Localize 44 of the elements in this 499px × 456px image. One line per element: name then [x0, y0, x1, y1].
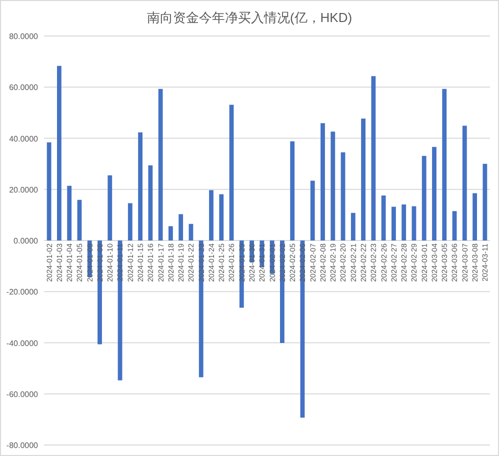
bar [138, 132, 142, 240]
bar [482, 164, 488, 240]
bar [158, 88, 163, 240]
bar [209, 190, 214, 240]
bar [320, 123, 325, 240]
bar [178, 214, 184, 240]
bar [77, 200, 82, 240]
bar [361, 118, 366, 240]
bar [412, 206, 416, 240]
bar [452, 211, 457, 240]
bar [290, 141, 295, 240]
bar [330, 132, 336, 240]
y-tick-label: 40.0000 [9, 134, 39, 144]
y-tick-label: 60.0000 [9, 83, 39, 92]
bar [472, 193, 477, 240]
y-tick-label: 80.0000 [9, 32, 39, 41]
bar [381, 196, 386, 240]
bar [310, 180, 315, 240]
bar [422, 156, 426, 240]
bar [350, 212, 356, 240]
y-tick-label: -40.0000 [6, 338, 39, 348]
bar [340, 152, 346, 240]
bar [67, 186, 72, 240]
bar [402, 204, 406, 240]
bar [168, 226, 173, 240]
bar [57, 66, 62, 240]
y-tick-label: 20.0000 [9, 185, 39, 194]
bar [371, 76, 376, 240]
bar [148, 165, 153, 240]
bar [462, 126, 467, 240]
y-tick-label: -60.0000 [6, 390, 39, 399]
bar [46, 142, 52, 240]
bar [392, 206, 396, 240]
bar [442, 88, 447, 240]
y-tick-label: 0.0000 [14, 236, 39, 246]
y-tick-label: -20.0000 [6, 288, 39, 297]
bar [188, 224, 194, 240]
bar [229, 104, 234, 240]
bar [108, 175, 112, 240]
bar [128, 203, 132, 240]
bar [219, 194, 224, 240]
chart-title: 南向资金今年净买入情况(亿，HKD) [146, 10, 352, 25]
y-tick-label: -80.0000 [6, 441, 39, 450]
bar [432, 146, 436, 240]
